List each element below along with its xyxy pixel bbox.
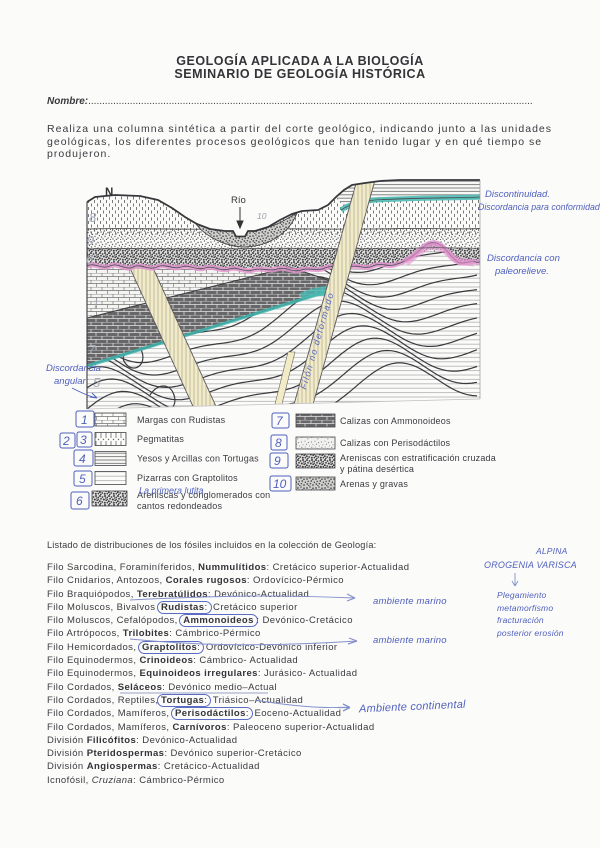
svg-text:Margas con Rudistas: Margas con Rudistas [137,415,226,425]
svg-text:Yesos y Arcillas con Tortugas: Yesos y Arcillas con Tortugas [137,454,259,464]
svg-text:Calizas con Ammonoideos: Calizas con Ammonoideos [340,416,451,426]
svg-text:Discontinuidad.: Discontinuidad. [485,189,550,200]
svg-text:Discordancia para conformidad: Discordancia para conformidad [478,202,600,212]
svg-text:Pegmatitas: Pegmatitas [137,434,184,444]
svg-text:1: 1 [92,297,99,312]
svg-text:7: 7 [88,342,96,357]
svg-text:2: 2 [62,434,70,448]
svg-text:Río: Río [231,195,246,206]
svg-text:6: 6 [76,494,83,508]
svg-text:Arenas y gravas: Arenas y gravas [340,479,408,489]
svg-text:10: 10 [257,211,267,221]
svg-text:y pátina desértica: y pátina desértica [340,464,414,474]
svg-text:9: 9 [274,454,281,468]
svg-text:La primera lutita: La primera lutita [139,486,204,496]
svg-text:Areniscas con estratificación: Areniscas con estratificación cruzada [340,453,496,463]
svg-text:Discordancia con: Discordancia con [487,253,560,264]
svg-text:3: 3 [80,433,87,447]
svg-text:paleorelieve.: paleorelieve. [494,266,549,277]
svg-text:7: 7 [276,414,284,428]
svg-text:5: 5 [79,472,86,486]
svg-text:Calizas con Perisodáctilos: Calizas con Perisodáctilos [340,438,451,448]
svg-text:8: 8 [89,210,97,225]
svg-text:1: 1 [81,413,88,427]
svg-text:angular: angular [54,376,87,387]
svg-text:Pizarras con Graptolitos: Pizarras con Graptolitos [137,473,238,483]
svg-text:5: 5 [93,375,101,390]
svg-text:9: 9 [87,233,94,248]
svg-text:Discordancia: Discordancia [46,363,101,374]
svg-text:Areniscas y conglomerados con: Areniscas y conglomerados con [137,490,270,500]
svg-text:6: 6 [86,252,94,267]
svg-text:8: 8 [275,436,282,450]
svg-text:4: 4 [79,452,86,466]
svg-text:cantos redondeados: cantos redondeados [137,501,222,511]
svg-text:N: N [105,187,113,199]
svg-text:10: 10 [273,477,287,491]
